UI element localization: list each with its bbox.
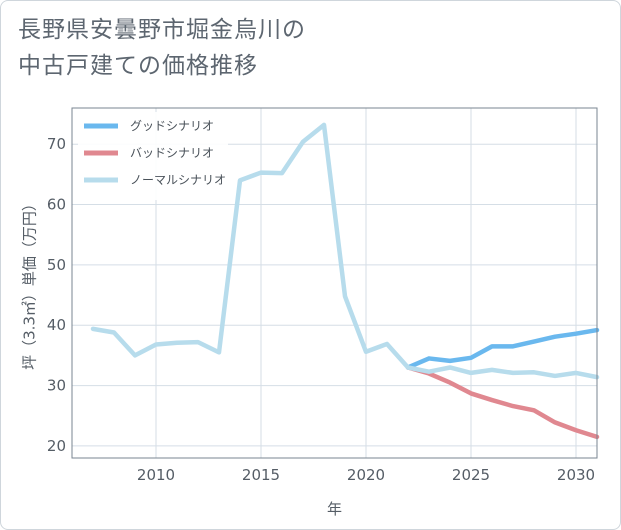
y-tick-label: 70 — [47, 135, 66, 153]
series-line-bad — [405, 365, 600, 440]
series-line-good — [405, 327, 600, 370]
y-tick-label: 30 — [47, 377, 66, 395]
legend-label-normal: ノーマルシナリオ — [130, 173, 226, 187]
series-lines — [90, 122, 600, 440]
x-tick-label: 2015 — [242, 466, 280, 484]
x-tick-label: 2025 — [452, 466, 490, 484]
legend-label-bad: バッドシナリオ — [130, 146, 214, 160]
y-tick-label: 40 — [47, 316, 66, 334]
grid-lines — [72, 108, 597, 458]
legend-label-good: グッドシナリオ — [130, 119, 214, 133]
x-tick-label: 2030 — [557, 466, 595, 484]
chart-title: 長野県安曇野市堀金烏川の 中古戸建ての価格推移 — [18, 12, 598, 84]
y-tick-label: 60 — [47, 196, 66, 214]
series-line-normal — [90, 122, 600, 380]
x-axis-label: 年 — [327, 500, 342, 518]
plot-border — [71, 107, 598, 459]
chart-title-line1: 長野県安曇野市堀金烏川の — [18, 17, 306, 43]
chart-title-line2: 中古戸建ての価格推移 — [18, 53, 258, 79]
y-axis-label: 坪（3.3㎡）単価（万円） — [21, 196, 39, 370]
y-tick-label: 50 — [47, 256, 66, 274]
y-tick-label: 20 — [47, 437, 66, 455]
x-tick-label: 2010 — [137, 466, 175, 484]
x-tick-label: 2020 — [347, 466, 385, 484]
